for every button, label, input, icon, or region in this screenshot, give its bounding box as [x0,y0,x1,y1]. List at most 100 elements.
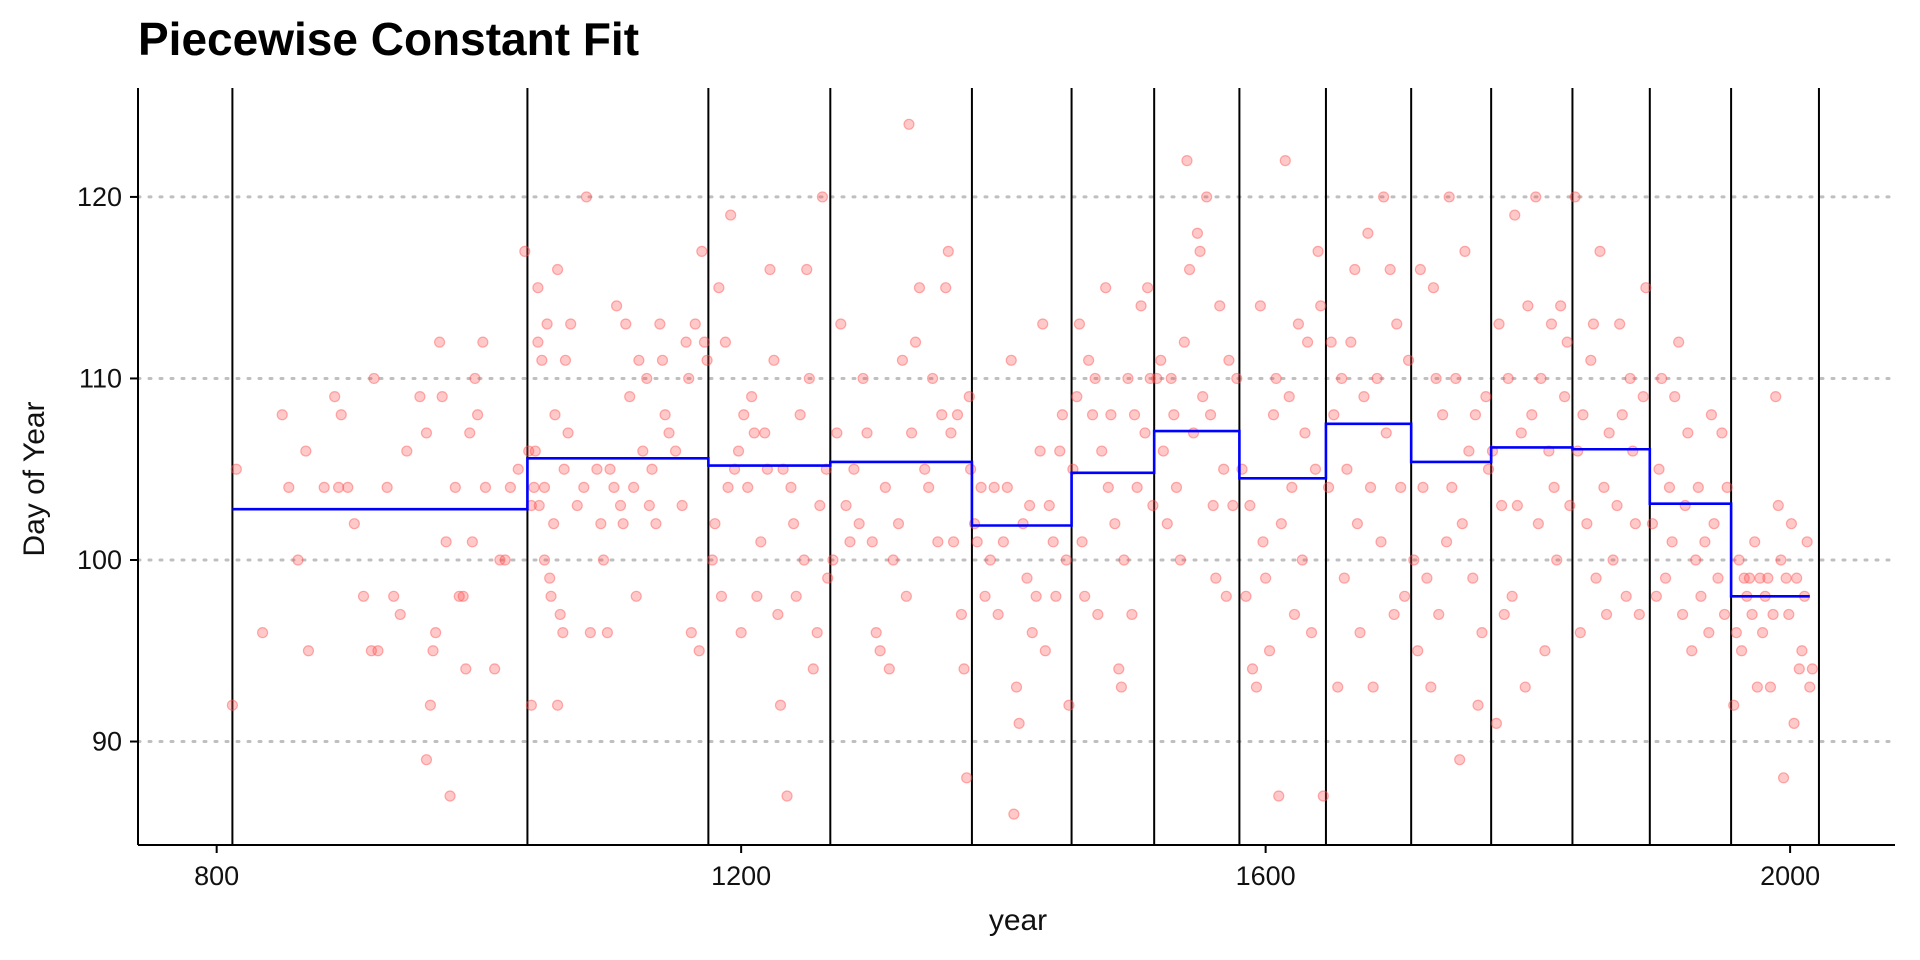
data-point [1490,717,1502,729]
data-point [1738,572,1750,584]
data-point [1600,608,1613,621]
data-point [532,282,544,294]
data-point [1806,663,1818,675]
x-tick-label: 1200 [711,861,771,891]
data-point [1275,518,1287,530]
data-point [1128,409,1141,421]
data-point [580,191,593,203]
data-point [811,627,823,639]
data-point [1686,645,1698,657]
data-point [951,409,964,421]
data-point [1220,590,1232,602]
data-point [1482,463,1495,475]
data-point [357,590,370,602]
data-point [420,754,433,766]
data-point [1502,372,1514,385]
y-tick-label: 110 [79,363,122,393]
data-point [1037,318,1049,330]
data-point [1083,354,1095,366]
data-point [1305,627,1318,639]
data-point [781,790,793,802]
data-point [650,518,662,530]
data-point [706,554,718,566]
data-point [1204,409,1217,421]
data-point [965,463,977,475]
data-point [1338,572,1350,584]
data-point [1115,681,1127,693]
x-tick-label: 1600 [1236,861,1296,891]
data-point [742,481,754,493]
data-point [1511,499,1523,512]
x-axis-label: year [989,904,1047,937]
data-point [1218,463,1230,475]
data-point [1161,518,1173,530]
data-point [541,318,553,330]
data-point [1728,699,1740,711]
data-point [1254,300,1266,312]
data-point [725,209,737,221]
data-point [620,318,632,330]
data-point [610,300,623,312]
data-point [669,445,682,457]
data-point [1712,572,1724,584]
data-point [471,409,484,421]
data-point [646,463,658,475]
data-point [504,481,516,493]
data-point [1535,372,1547,385]
data-point [1412,645,1424,657]
data-point [597,554,610,566]
data-point [1010,681,1023,693]
data-point [857,372,869,385]
data-point [822,572,834,584]
data-point [1391,318,1403,330]
data-point [1446,481,1458,493]
y-tick-label: 100 [77,545,122,575]
data-point [1181,155,1193,167]
data-point [1197,391,1209,403]
data-point [1187,427,1200,439]
data-point [1260,572,1272,584]
data-point [903,118,915,130]
data-point [709,518,721,530]
data-point [1646,518,1659,530]
data-point [1751,681,1763,693]
data-point [1375,536,1387,548]
data-point [683,372,695,385]
data-point [1047,536,1059,548]
data-point [1315,300,1327,312]
data-point [772,608,784,621]
data-point [1026,627,1038,639]
data-point [803,372,815,385]
data-point [571,499,583,512]
data-point [719,336,732,348]
data-point [608,481,620,493]
data-point [1433,608,1445,621]
data-point [1607,554,1619,566]
data-point [807,663,819,675]
data-point [940,282,952,294]
data-point [1096,445,1108,457]
data-point [774,699,787,711]
data-point [1775,554,1787,566]
data-point [759,427,771,439]
data-point [529,445,541,457]
data-point [614,499,627,512]
data-point [1493,318,1505,330]
data-point [958,663,970,675]
data-point [1801,536,1813,548]
data-point [909,336,922,348]
data-point [1653,463,1665,475]
data-point [680,336,692,348]
data-point [1371,372,1383,385]
data-point [874,645,886,657]
data-point [1105,409,1117,421]
data-point [755,536,767,548]
data-point [1620,590,1632,602]
data-point [1629,518,1641,530]
data-point [1551,554,1563,566]
data-point [1358,391,1370,403]
data-point [1472,699,1484,711]
data-point [1060,554,1072,566]
data-point [1279,155,1291,167]
data-point [230,463,242,475]
